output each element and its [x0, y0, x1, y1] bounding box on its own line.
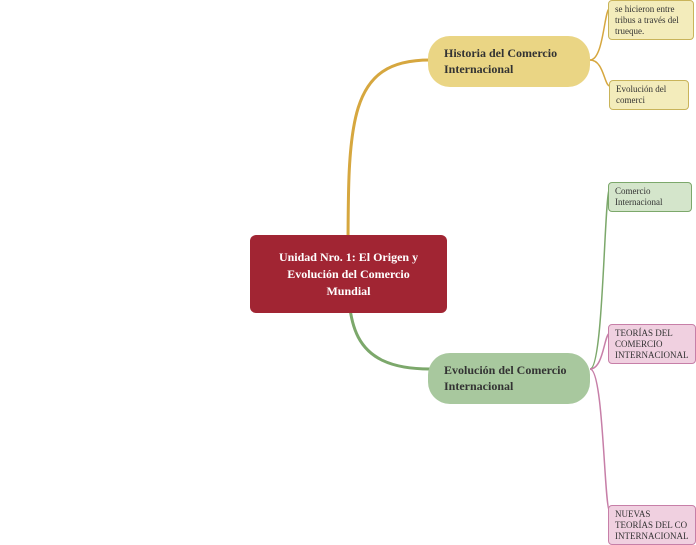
leaf-teorias[interactable]: TEORÍAS DEL COMERCIO INTERNACIONAL — [608, 324, 696, 364]
leaf-evol-comercio[interactable]: Evolución del comerci — [609, 80, 689, 110]
conn-historia-evol — [590, 60, 610, 86]
leaf-comercio-int[interactable]: Comercio Internacional — [608, 182, 692, 212]
leaf-nuevas-teorias[interactable]: NUEVAS TEORÍAS DEL CO INTERNACIONAL — [608, 505, 696, 545]
conn-evolucion-teorias — [590, 333, 610, 369]
conn-evolucion-nuevas — [590, 369, 610, 512]
root-node[interactable]: Unidad Nro. 1: El Origen y Evolución del… — [250, 235, 447, 313]
leaf-trueque[interactable]: se hicieron entre tribus a través del tr… — [608, 0, 694, 40]
conn-historia-trueque — [590, 8, 610, 60]
conn-root-historia — [348, 60, 430, 261]
branch-historia[interactable]: Historia del Comercio Internacional — [428, 36, 590, 87]
conn-evolucion-comint — [590, 188, 610, 369]
branch-evolucion[interactable]: Evolución del Comercio Internacional — [428, 353, 590, 404]
